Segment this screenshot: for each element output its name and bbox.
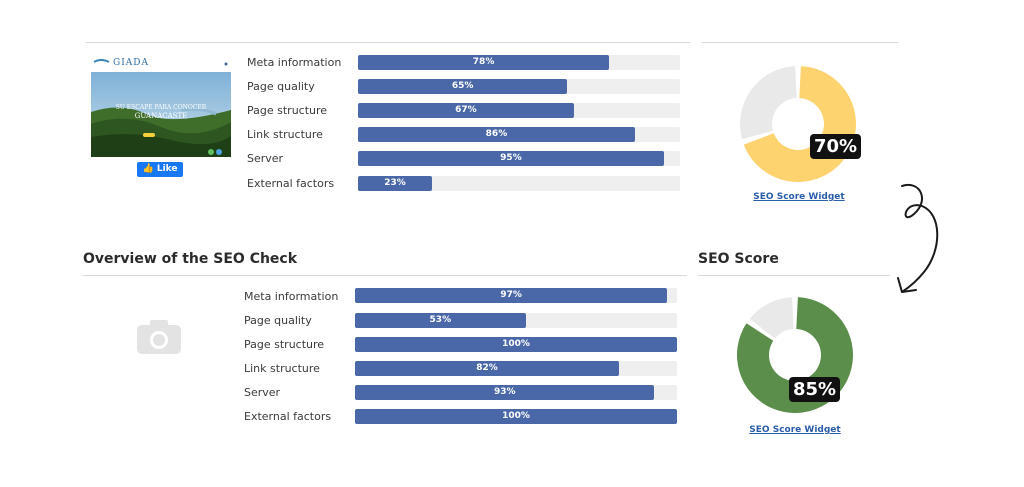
bar-fill: 97% [355,288,668,303]
bar-percent: 67% [455,105,477,115]
facebook-like-button[interactable]: 👍 Like [137,162,183,177]
bar-percent: 100% [502,339,530,349]
bottom-bar-quality: 53% [355,313,677,328]
bar-fill: 78% [358,55,610,70]
bar-percent: 97% [500,290,522,300]
bottom-divider-right [698,275,890,276]
top-metric-label-links: Link structure [247,128,323,141]
camera-icon [137,320,181,354]
bottom-bar-links: 82% [355,361,677,376]
top-metric-label-external: External factors [247,177,335,190]
bottom-score-badge: 85% [789,377,841,402]
section-title-overview: Overview of the SEO Check [83,251,298,267]
thumbs-up-icon: 👍 [142,164,154,174]
top-seo-score-widget-link[interactable]: SEO Score Widget [753,192,845,202]
bar-percent: 53% [429,315,452,325]
top-bar-links: 86% [358,127,680,142]
bottom-metric-label-links: Link structure [244,362,320,375]
bottom-seo-score-widget-link[interactable]: SEO Score Widget [749,425,841,435]
bottom-metric-label-external: External factors [244,410,332,423]
bar-percent: 78% [472,57,495,67]
donut-remaining-segment [749,297,794,339]
top-bar-meta: 78% [358,55,680,70]
bottom-divider-left [83,275,687,276]
top-metric-label-structure: Page structure [247,104,328,117]
thumbnail-brand: GIADA [113,58,149,68]
website-thumbnail[interactable]: GIADA SU ESCAPE PARA CONOCER GUANACASTE [91,52,231,157]
like-label: Like [156,164,178,174]
bottom-metric-label-server: Server [244,386,281,399]
bar-percent: 93% [493,387,516,397]
bottom-metric-label-meta: Meta information [244,290,339,303]
bar-fill: 93% [355,385,655,400]
top-divider-left [86,42,690,43]
bar-percent: 100% [502,411,530,421]
bar-fill: 100% [355,337,677,352]
thumbnail-tagline-2: GUANACASTE [134,112,188,120]
donut-segments [740,66,856,182]
thumbnail-tagline-1: SU ESCAPE PARA CONOCER [115,104,207,111]
donut-remaining-segment [740,66,797,140]
bar-percent: 95% [500,153,522,163]
bottom-bar-server: 93% [355,385,677,400]
thumbnail-image [91,52,231,157]
curved-arrow-icon [897,183,939,293]
top-metric-label-meta: Meta information [247,56,342,69]
section-title-seo-score: SEO Score [698,251,779,267]
top-score-donut [740,66,856,182]
bottom-bar-structure: 100% [355,337,677,352]
bar-percent: 86% [485,129,508,139]
bar-fill: 65% [358,79,568,94]
top-metric-label-quality: Page quality [247,80,315,93]
top-score-badge: 70% [810,134,862,159]
bar-fill: 86% [358,127,635,142]
bar-fill: 23% [358,176,433,191]
top-divider-right [702,42,898,43]
bar-percent: 82% [476,363,498,373]
top-bar-server: 95% [358,151,680,166]
top-bar-quality: 65% [358,79,680,94]
bar-fill: 82% [355,361,620,376]
top-bar-external: 23% [358,176,680,191]
bar-fill: 53% [355,313,526,328]
bottom-metric-label-structure: Page structure [244,338,325,351]
bottom-bar-external: 100% [355,409,677,424]
bar-percent: 23% [384,178,406,188]
bottom-metric-label-quality: Page quality [244,314,312,327]
bar-fill: 95% [358,151,664,166]
top-metric-label-server: Server [247,152,284,165]
top-bar-structure: 67% [358,103,680,118]
bar-percent: 65% [451,81,474,91]
bottom-bar-meta: 97% [355,288,677,303]
bar-fill: 67% [358,103,574,118]
bar-fill: 100% [355,409,677,424]
